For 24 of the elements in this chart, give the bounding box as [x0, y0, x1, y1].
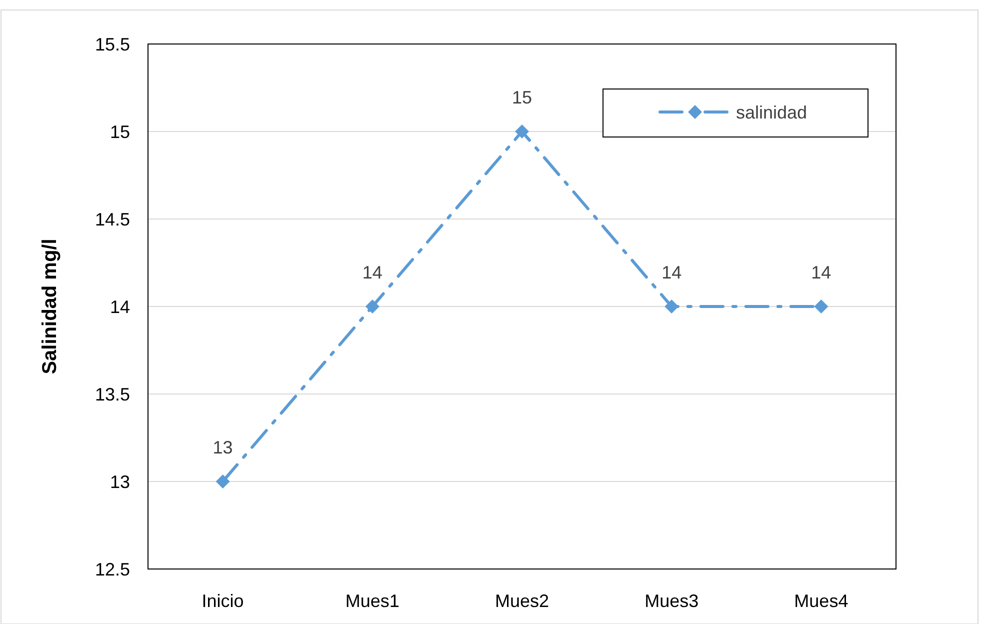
- y-tick-label: 13.5: [94, 384, 130, 404]
- point: [365, 300, 380, 314]
- point: [814, 300, 828, 314]
- y-tick-label: 12.5: [94, 559, 130, 580]
- x-tick-label: Mues4: [794, 591, 848, 611]
- point: [216, 474, 230, 488]
- data-label: 14: [662, 262, 682, 282]
- y-tick-label: 14.5: [94, 209, 130, 230]
- point: [515, 124, 529, 138]
- x-tick-label: Mues3: [644, 591, 699, 611]
- x-tick-label: Inicio: [202, 591, 244, 611]
- y-tick-label: 14: [110, 296, 130, 317]
- y-axis-title: Salinidad mg/l: [39, 238, 61, 374]
- data-label: 13: [212, 438, 233, 458]
- y-tick-label: 15: [110, 122, 130, 142]
- y-tick-label: 13: [110, 472, 130, 492]
- data-label: 15: [512, 88, 532, 108]
- legend-label: salinidad: [736, 102, 808, 122]
- y-tick-label: 15.5: [94, 34, 130, 54]
- data-label: 14: [811, 262, 832, 282]
- data-label: 14: [362, 262, 382, 282]
- x-tick-label: Mues2: [494, 591, 550, 611]
- x-tick-label: Mues1: [345, 591, 400, 611]
- point: [664, 300, 679, 314]
